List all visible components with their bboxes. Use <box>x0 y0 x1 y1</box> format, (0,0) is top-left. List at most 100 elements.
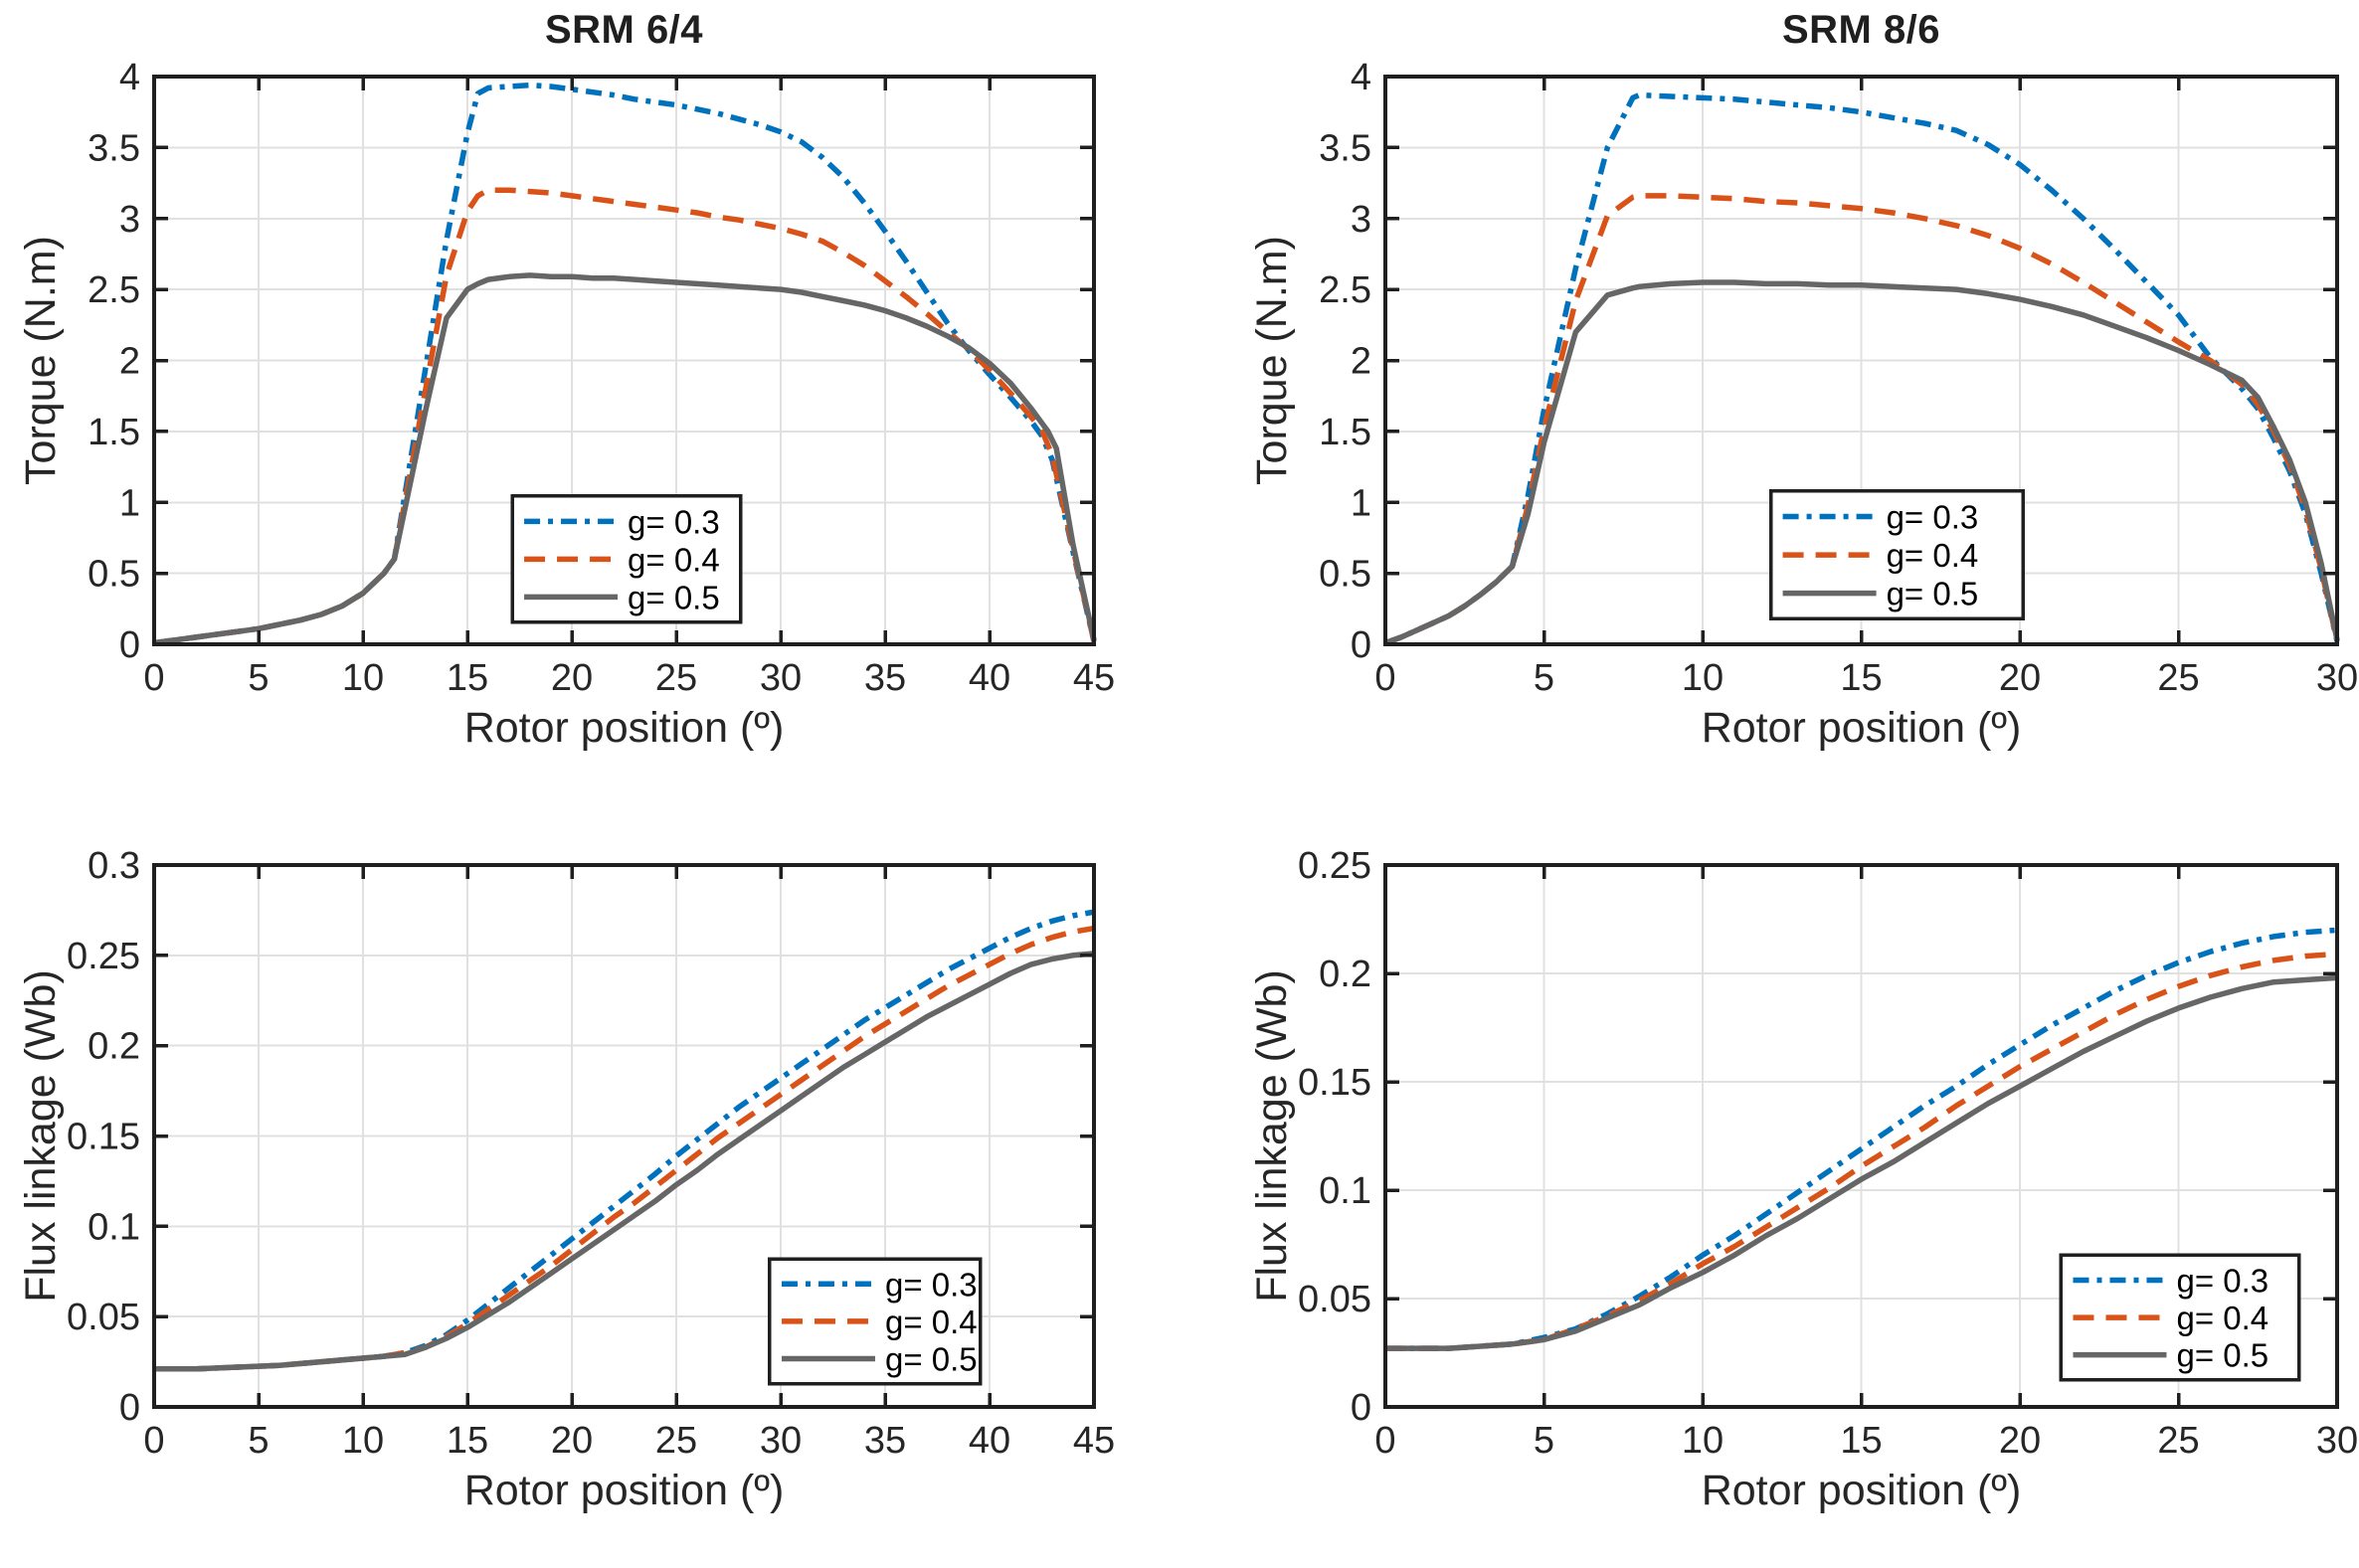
x-tick-label: 0 <box>1374 657 1395 699</box>
series-group <box>154 909 1095 1372</box>
x-tick-label: 5 <box>248 657 269 699</box>
legend: g= 0.3g= 0.4g= 0.5 <box>2059 1253 2301 1382</box>
legend-label: g= 0.5 <box>2176 1337 2268 1374</box>
y-tick-label: 0.2 <box>88 1026 140 1068</box>
x-tick-label: 20 <box>1999 657 2041 699</box>
y-tick-label: 3 <box>1351 199 1371 241</box>
series-group <box>1384 91 2340 646</box>
y-tick-label: 0.05 <box>1298 1279 1371 1320</box>
x-tick-label: 45 <box>1073 1420 1115 1462</box>
y-tick-label: 0.25 <box>1298 845 1371 887</box>
x-axis-label: Rotor position (º) <box>464 704 785 752</box>
series-g-0.3 <box>153 82 1097 646</box>
y-tick-label: 3.5 <box>88 127 140 169</box>
y-tick-label: 1 <box>1351 482 1371 524</box>
x-axis-label: Rotor position (º) <box>464 1467 785 1514</box>
y-tick-label: 1 <box>119 482 140 524</box>
axes-box <box>152 863 1096 1409</box>
y-tick-label: 4 <box>1351 57 1371 98</box>
x-tick-label: 15 <box>1840 1420 1882 1462</box>
x-tick-label: 15 <box>1840 657 1882 699</box>
series-g-0.5 <box>1384 279 2340 646</box>
y-tick-label: 0.25 <box>67 936 140 977</box>
y-tick-label: 2.5 <box>88 269 140 311</box>
tick-labels: 0 5 10 15 20 25 30 35 40 45 0 0.5 1 1.5 2 2.5 3 3.5 4 <box>88 57 1115 699</box>
legend-label: g= 0.4 <box>2176 1300 2268 1336</box>
legend-label: g= 0.5 <box>1887 576 1979 612</box>
x-tick-label: 10 <box>1682 1420 1724 1462</box>
legend-label: g= 0.3 <box>1887 499 1979 536</box>
legend: g= 0.3g= 0.4g= 0.5 <box>768 1257 983 1386</box>
series-g-0.5 <box>154 951 1095 1372</box>
x-tick-label: 5 <box>1534 1420 1554 1462</box>
chart-title-srm-6-4: SRM 6/4 <box>544 8 704 52</box>
legend-label: g= 0.3 <box>885 1266 978 1303</box>
y-axis-label: Flux linkage (Wb) <box>1248 969 1296 1303</box>
legend-label: g= 0.4 <box>885 1304 978 1340</box>
x-tick-label: 40 <box>969 657 1010 699</box>
chart-title-srm-8-6: SRM 8/6 <box>1781 8 1941 52</box>
tick-labels: 0 5 10 15 20 25 30 0 0.5 1 1.5 2 2.5 3 3.5 4 <box>1319 57 2358 699</box>
series-g-0.4 <box>1385 951 2338 1351</box>
chart-torque-srm-8-6: 0 5 10 15 20 25 30 0 0.5 1 1.5 2 2.5 3 3.5 4 Rotor posit… <box>1248 57 2358 752</box>
x-tick-label: 30 <box>2316 657 2358 699</box>
y-tick-label: 0.2 <box>1319 954 1371 995</box>
y-tick-label: 0.05 <box>67 1297 140 1338</box>
legend-box <box>2059 1253 2301 1382</box>
x-tick-label: 45 <box>1073 657 1115 699</box>
x-tick-label: 30 <box>2316 1420 2358 1462</box>
y-tick-label: 0.1 <box>1319 1170 1371 1212</box>
x-tick-label: 10 <box>1682 657 1724 699</box>
y-tick-label: 0 <box>1351 1387 1371 1429</box>
y-tick-label: 0.1 <box>88 1206 140 1248</box>
y-tick-label: 0 <box>1351 624 1371 666</box>
x-tick-label: 10 <box>342 1420 384 1462</box>
x-tick-label: 15 <box>447 657 488 699</box>
y-tick-label: 4 <box>119 57 140 98</box>
x-tick-label: 5 <box>1534 657 1554 699</box>
x-tick-label: 0 <box>143 657 164 699</box>
chart-flux-srm-8-6: 0 5 10 15 20 25 30 0 0.05 0.1 0.15 0.2 0.25 Rotor pos… <box>1248 845 2358 1514</box>
series-g-0.5 <box>1385 974 2338 1351</box>
y-tick-label: 0 <box>119 624 140 666</box>
x-tick-label: 35 <box>864 1420 906 1462</box>
chart-torque-srm-6-4: 0 5 10 15 20 25 30 35 40 45 0 0.5 1 1.5 2 2.5 3 3.5 4 Rotor… <box>17 57 1115 752</box>
legend-label: g= 0.3 <box>2176 1262 2268 1299</box>
legend-box <box>1768 489 2025 621</box>
y-tick-label: 0 <box>119 1387 140 1429</box>
series-group <box>153 82 1097 646</box>
tick-labels: 0 5 10 15 20 25 30 35 40 45 0 0.05 0.1 0.15 0.2 0.25 0.3 <box>67 845 1115 1462</box>
legend: g= 0.3g= 0.4g= 0.5 <box>1768 489 2025 621</box>
legend-label: g= 0.5 <box>885 1340 978 1377</box>
y-tick-label: 2.5 <box>1319 269 1371 311</box>
x-axis-label: Rotor position (º) <box>1702 1467 2022 1514</box>
y-tick-label: 2 <box>1351 341 1371 383</box>
y-tick-label: 3.5 <box>1319 127 1371 169</box>
tick-labels: 0 5 10 15 20 25 30 0 0.05 0.1 0.15 0.2 0.25 <box>1298 845 2358 1462</box>
legend-label: g= 0.5 <box>628 579 720 615</box>
axes-box <box>152 75 1096 646</box>
y-axis-label: Torque (N.m) <box>17 236 65 485</box>
y-tick-label: 1.5 <box>88 412 140 453</box>
series-g-0.3 <box>154 909 1095 1372</box>
x-tick-label: 20 <box>551 1420 593 1462</box>
x-tick-label: 15 <box>447 1420 488 1462</box>
y-axis-label: Flux linkage (Wb) <box>17 969 65 1303</box>
x-tick-label: 0 <box>1374 1420 1395 1462</box>
x-tick-label: 0 <box>143 1420 164 1462</box>
y-tick-label: 0.3 <box>88 845 140 887</box>
y-tick-label: 3 <box>119 199 140 241</box>
x-tick-label: 25 <box>2157 1420 2199 1462</box>
y-tick-label: 0.5 <box>88 554 140 596</box>
y-tick-label: 2 <box>119 341 140 383</box>
chart-flux-srm-6-4: 0 5 10 15 20 25 30 35 40 45 0 0.05 0.1 0.15 0.2 0.25 0.3… <box>17 845 1115 1514</box>
series-g-0.5 <box>153 272 1097 646</box>
legend: g= 0.3g= 0.4g= 0.5 <box>510 494 743 624</box>
legend-label: g= 0.4 <box>1887 537 1979 574</box>
x-tick-label: 25 <box>655 657 697 699</box>
y-tick-label: 0.5 <box>1319 554 1371 596</box>
x-tick-label: 20 <box>551 657 593 699</box>
x-tick-label: 35 <box>864 657 906 699</box>
legend-box <box>510 494 743 624</box>
